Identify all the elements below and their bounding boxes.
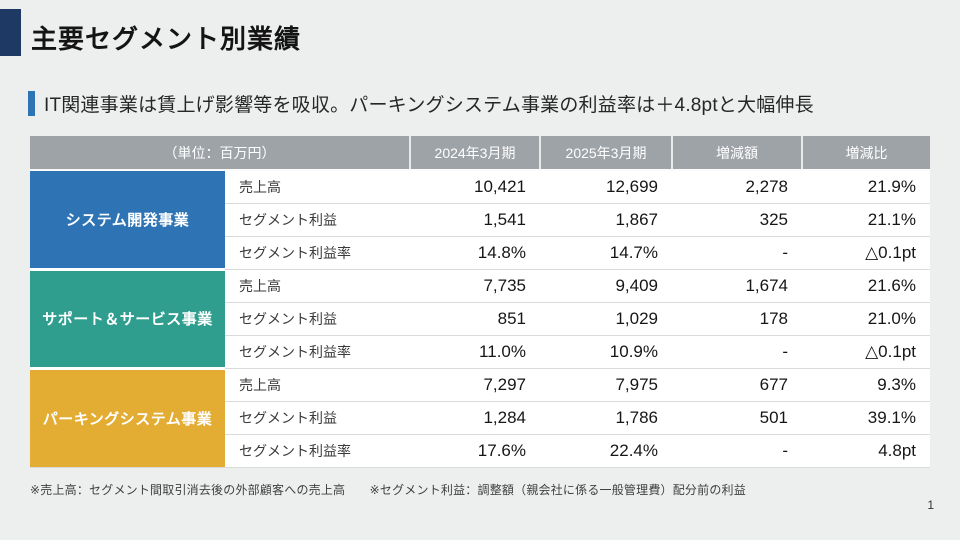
value-cell: 11.0% (410, 335, 540, 369)
value-cell: 7,735 (410, 269, 540, 303)
table-row: セグメント利益率 14.8% 14.7% - △0.1pt (30, 236, 930, 270)
metric-label-cell: セグメント利益率 (225, 434, 410, 468)
column-header-change-ratio: 増減比 (801, 136, 930, 171)
table-row: セグメント利益 851 1,029 178 21.0% (30, 302, 930, 336)
value-cell: 17.6% (410, 434, 540, 468)
table-body: システム開発事業 売上高 10,421 12,699 2,278 21.9% セグメント利益… (30, 170, 930, 468)
value-cell: 677 (672, 368, 802, 402)
table-row: セグメント利益 1,541 1,867 325 21.1% (30, 203, 930, 237)
value-cell: 1,541 (410, 203, 540, 237)
value-cell: 2,278 (672, 170, 802, 204)
column-header-change-amount: 増減額 (671, 136, 802, 171)
column-header-fy2025: 2025年3月期 (539, 136, 672, 171)
table-row: セグメント利益率 17.6% 22.4% -4.8pt (30, 434, 930, 468)
value-cell: - (672, 434, 802, 468)
value-cell: 10,421 (410, 170, 540, 204)
value-cell: 21.9% (802, 170, 930, 204)
table-row: セグメント利益率 11.0% 10.9% - △0.1pt (30, 335, 930, 369)
table-row: サポート＆サービス事業 売上高 7,735 9,409 1,674 21.6% (30, 269, 930, 370)
metric-label-cell: セグメント利益 (225, 401, 410, 435)
value-cell: 21.6% (802, 269, 930, 303)
value-cell: 501 (672, 401, 802, 435)
value-cell: 14.8% (410, 236, 540, 270)
metric-label-cell: 売上高 (225, 269, 410, 303)
value-cell: △0.1pt (802, 236, 930, 270)
table-header-row: （単位：百万円） 2024年3月期 2025年3月期 増減額 増減比 (30, 136, 930, 171)
value-cell: 39.1% (802, 401, 930, 435)
title-accent-block (0, 9, 21, 56)
value-cell: 4.8pt (802, 434, 930, 468)
metric-label-cell: 売上高 (225, 170, 410, 204)
subtitle-row: IT関連事業は賃上げ影響等を吸収。パーキングシステム事業の利益率は＋4.8ptと… (28, 90, 814, 117)
value-cell: 1,867 (540, 203, 672, 237)
value-cell: 1,029 (540, 302, 672, 336)
value-cell: 1,786 (540, 401, 672, 435)
value-cell: 22.4% (540, 434, 672, 468)
metric-label-cell: セグメント利益率 (225, 236, 410, 270)
page-title: 主要セグメント別業績 (31, 24, 302, 54)
value-cell: 21.0% (802, 302, 930, 336)
value-cell: 1,674 (672, 269, 802, 303)
metric-label-cell: セグメント利益 (225, 302, 410, 336)
metric-label-cell: セグメント利益率 (225, 335, 410, 369)
value-cell: 325 (672, 203, 802, 237)
value-cell: 851 (410, 302, 540, 336)
value-cell: 7,975 (540, 368, 672, 402)
value-cell: 9,409 (540, 269, 672, 303)
table-row: システム開発事業 売上高 10,421 12,699 2,278 21.9% (30, 170, 930, 271)
metric-label-cell: 売上高 (225, 368, 410, 402)
metric-label-cell: セグメント利益 (225, 203, 410, 237)
table-row: セグメント利益 1,284 1,786 501 39.1% (30, 401, 930, 435)
value-cell: △0.1pt (802, 335, 930, 369)
segment-name-cell: パーキングシステム事業 (30, 368, 225, 468)
value-cell: 10.9% (540, 335, 672, 369)
unit-header-cell: （単位：百万円） (30, 136, 410, 171)
value-cell: - (672, 335, 802, 369)
value-cell: 9.3% (802, 368, 930, 402)
column-header-fy2024: 2024年3月期 (409, 136, 540, 171)
value-cell: 12,699 (540, 170, 672, 204)
subtitle-text: IT関連事業は賃上げ影響等を吸収。パーキングシステム事業の利益率は＋4.8ptと… (44, 95, 814, 116)
value-cell: 21.1% (802, 203, 930, 237)
value-cell: 1,284 (410, 401, 540, 435)
value-cell: 7,297 (410, 368, 540, 402)
segment-name-cell: システム開発事業 (30, 170, 225, 271)
value-cell: - (672, 236, 802, 270)
segment-performance-table: （単位：百万円） 2024年3月期 2025年3月期 増減額 増減比 システム開… (30, 136, 930, 468)
footnote: ※売上高：セグメント間取引消去後の外部顧客への売上高 ※セグメント利益：調整額（… (30, 483, 746, 497)
value-cell: 178 (672, 302, 802, 336)
page-number: 1 (927, 498, 934, 512)
segment-name-cell: サポート＆サービス事業 (30, 269, 225, 370)
subtitle-accent-bar (28, 91, 35, 116)
value-cell: 14.7% (540, 236, 672, 270)
table-row: パーキングシステム事業 売上高 7,297 7,975 677 9.3% (30, 368, 930, 468)
